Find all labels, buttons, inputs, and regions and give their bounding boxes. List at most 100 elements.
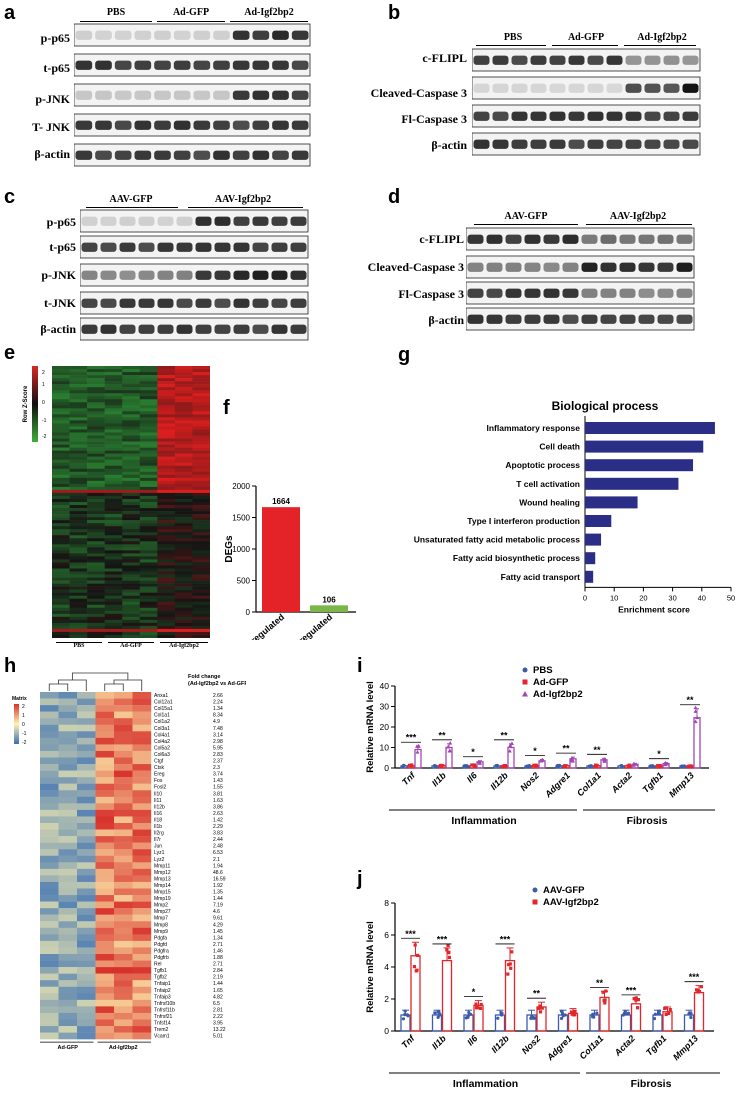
blot-band [606,55,623,65]
heatmap-cell [192,399,210,403]
heatmap-cell [87,505,105,509]
heatmap-cell [157,511,176,515]
heatmap-cell [58,908,78,915]
heatmap-cell [157,604,176,609]
heatmap-cell [87,384,105,388]
heatmap-cell [122,601,141,606]
blot-band [492,55,509,65]
heatmap-cell [95,1012,115,1020]
heatmap-cell [122,583,141,587]
heatmap-cell [157,562,176,566]
heatmap-cell [192,538,210,542]
heatmap-cell [52,613,70,618]
heatmap-cell [69,628,88,633]
blot-band [562,234,579,244]
heatmap-cell [192,505,210,509]
heatmap-cell [77,711,96,719]
data-point [556,764,560,768]
heatmap-cell [132,980,152,987]
heatmap-cell [52,483,70,488]
heatmap-cell [132,986,152,994]
data-point [496,1016,500,1020]
heatmap-cell [87,517,105,521]
blot-band [587,83,604,93]
fold-change-value: 48.6 [213,870,223,876]
heatmap-cell [58,744,78,752]
heatmap-cell [95,796,115,804]
heatmap-cell [69,393,88,397]
group-line [476,45,546,46]
data-point [601,990,605,994]
blot-band [75,60,93,70]
heatmap-cell [69,456,88,460]
heatmap-cell [77,790,96,797]
data-point [663,761,668,765]
blot-band [95,60,112,70]
heatmap-cell [69,417,88,421]
heatmap-cell [77,895,96,902]
bar [599,996,610,1032]
heatmap-cell [69,387,88,391]
y-tick-label: 2000 [232,482,250,491]
heatmap-cell [139,514,158,518]
heatmap-cell [87,447,105,451]
blot-band [505,262,522,272]
significance-label: ** [562,744,570,754]
heatmap-cell [104,553,123,557]
gene-label: Fos [154,778,163,784]
heatmap-cell [192,372,210,376]
heatmap-cell [95,829,115,837]
heatmap-cell [87,514,105,518]
heatmap-cell [69,517,88,521]
heatmap-cell [192,420,210,424]
data-point [594,763,598,767]
heatmap-cell [192,565,210,569]
heatmap-cell [40,921,59,928]
heatmap-cell [192,426,210,430]
data-point [689,1015,693,1020]
heatmap-cell [104,372,123,376]
heatmap-cell [104,495,123,500]
heatmap-cell [87,619,105,624]
bar [585,496,638,509]
heatmap-cell [122,408,141,412]
heatmap-cell [114,940,133,948]
data-point [414,969,418,973]
category-label: Apoptotic process [505,460,580,470]
data-point [447,955,452,960]
blot-band [581,262,598,272]
heatmap-cell [192,396,210,400]
panel-letter-c: c [4,186,16,208]
heatmap-cell [52,592,70,596]
heatmap-cell [157,498,176,503]
heatmap-cell [52,568,70,572]
heatmap-cell [122,372,141,376]
gene-label: Mmp15 [154,890,171,896]
x-tick-label: Nos2 [518,770,541,793]
heatmap-cell [114,737,133,745]
blot-band [154,60,171,70]
heatmap-cell [95,927,115,935]
group-label-ad-igf2bp2: Ad-Igf2bp2 [244,7,294,18]
heatmap-cell [174,441,193,445]
group-label-ad-gfp: Ad-GFP [567,32,605,43]
blot-band [549,83,566,93]
heatmap-cell [192,523,210,527]
heatmap-cell [95,777,115,784]
bar [585,440,704,453]
heatmap-cell [40,829,59,837]
heatmap-cell [104,523,123,527]
heatmap-cell [139,372,158,376]
blot-strip [80,209,309,233]
heatmap-cell [69,541,88,545]
blot-band [134,120,152,130]
heatmap-cell [132,783,152,791]
heatmap-cell [104,438,123,442]
group-label-aav-gfp: AAV-GFP [504,211,548,222]
data-point [416,744,421,749]
fold-change-value: 13.22 [213,1027,226,1033]
heatmap-cell [104,417,123,421]
heatmap-cell [104,556,123,560]
gene-label: Col6a3 [154,752,170,758]
heatmap-cell [139,511,158,515]
